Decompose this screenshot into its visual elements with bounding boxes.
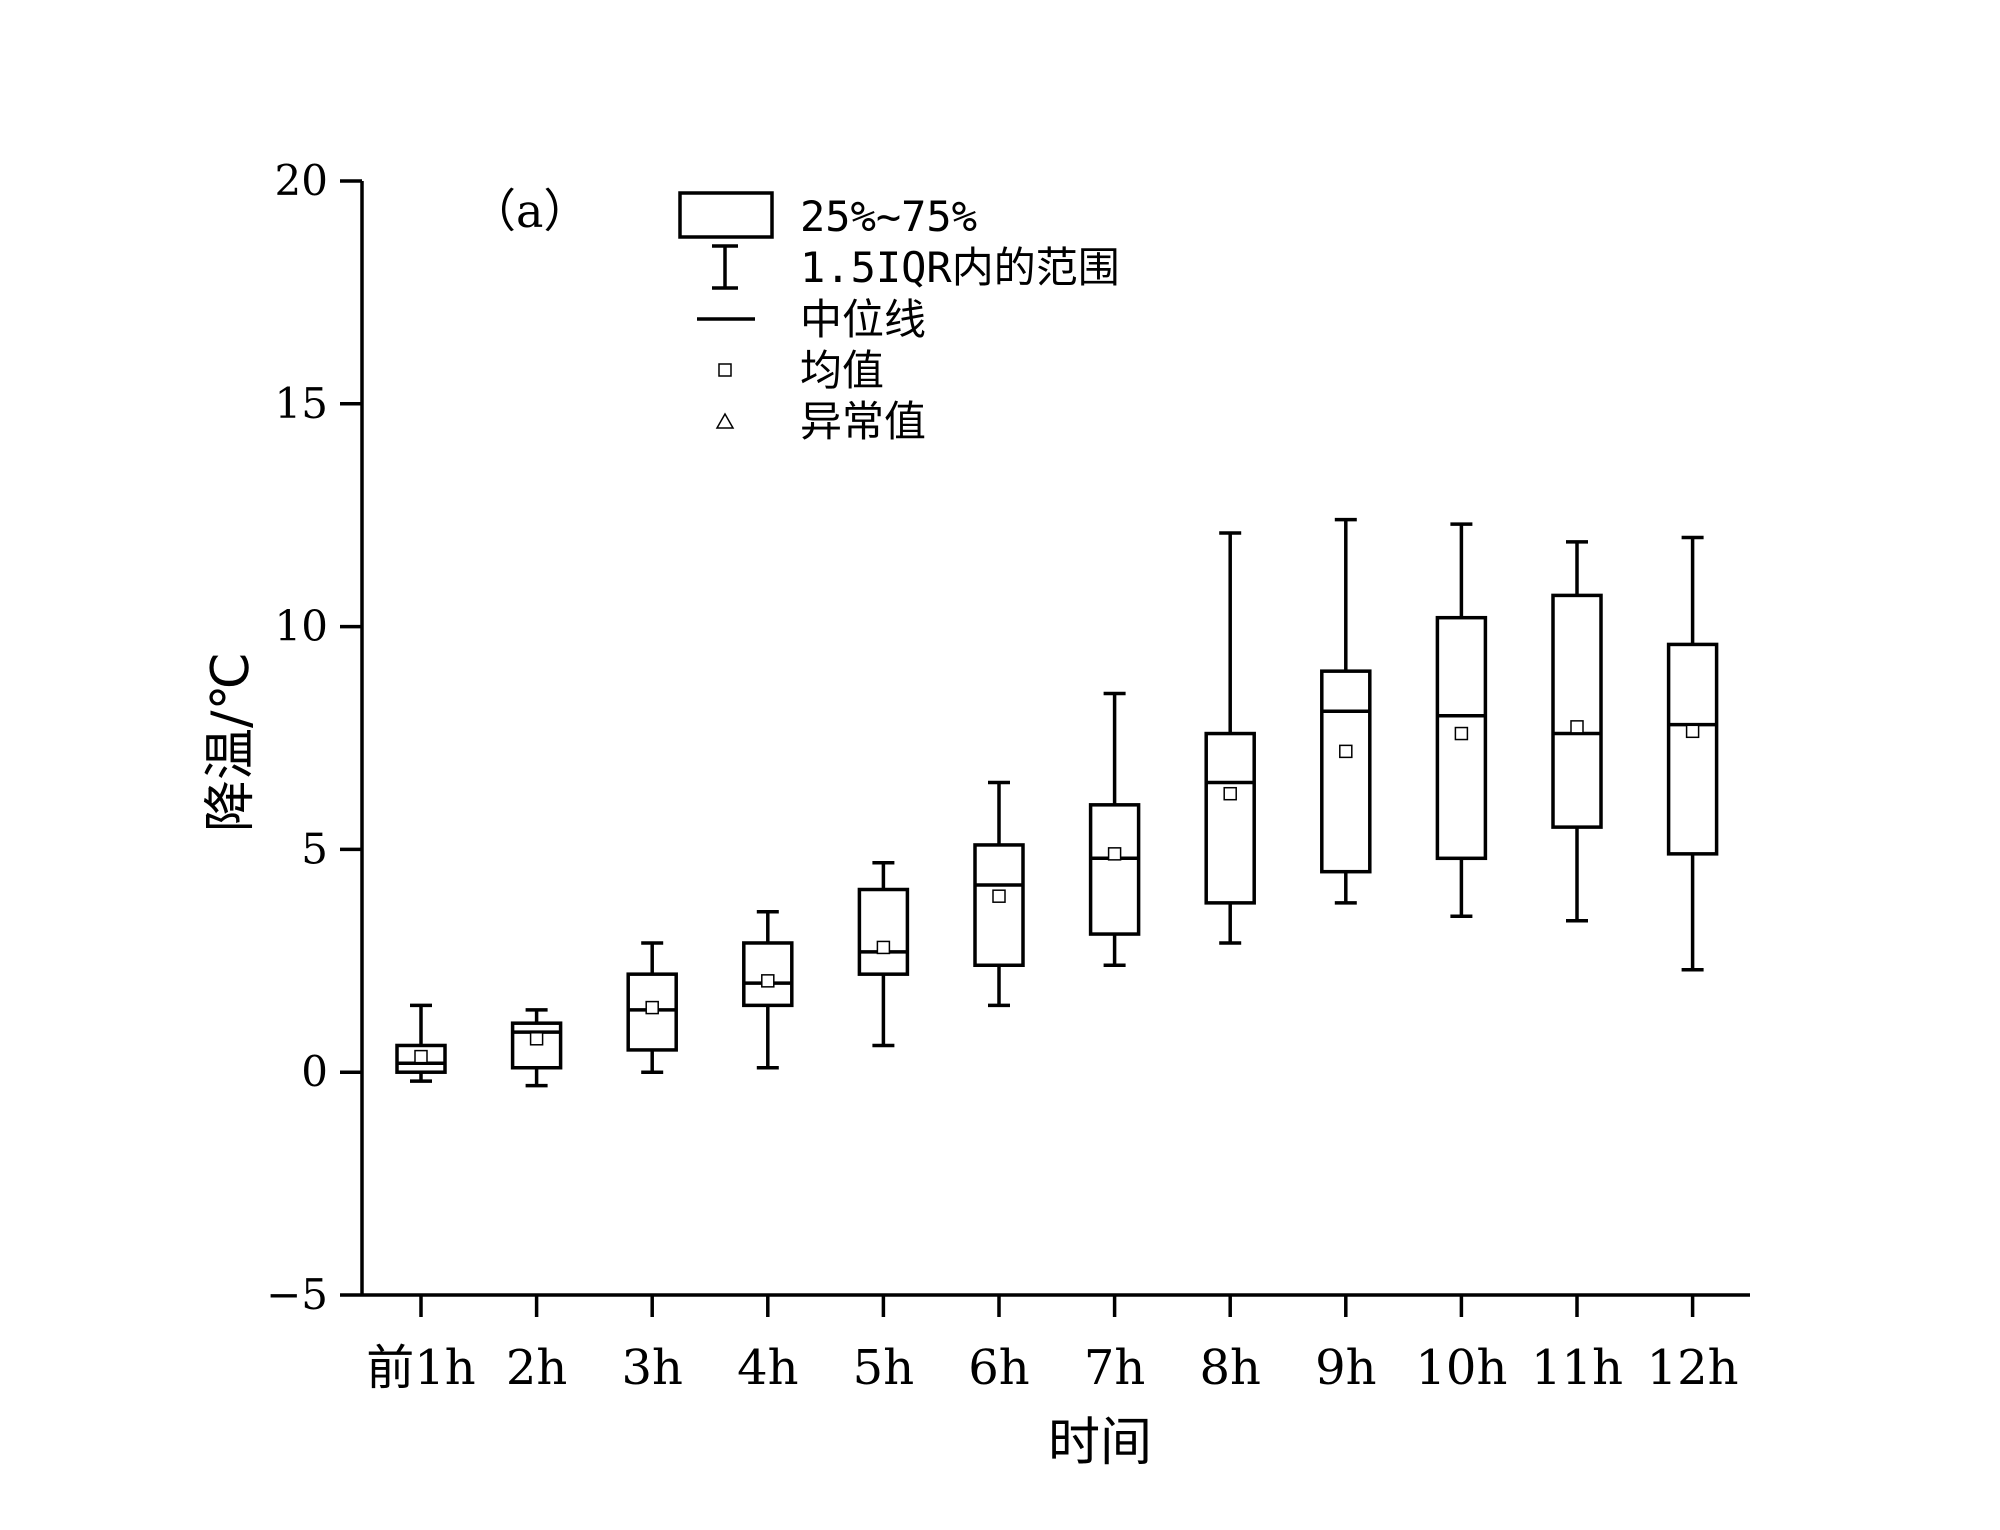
x-tick-label: 前1h xyxy=(366,1340,475,1396)
box-9 xyxy=(1320,517,1372,905)
legend-box-marker xyxy=(678,191,774,239)
box-iqr xyxy=(1088,803,1141,936)
box-11 xyxy=(1551,540,1603,923)
x-tick-label: 6h xyxy=(968,1340,1029,1396)
box-5 xyxy=(857,861,910,1048)
mean-marker xyxy=(1223,786,1237,801)
mean-marker xyxy=(992,889,1006,903)
legend-outlier-marker xyxy=(715,412,735,429)
mean-marker xyxy=(529,1032,544,1046)
legend-label: 异常值 xyxy=(800,397,926,446)
box-12 xyxy=(1666,535,1719,972)
mean-marker xyxy=(1107,847,1122,861)
x-tick-label: 9h xyxy=(1315,1340,1376,1396)
box-3 xyxy=(626,941,678,1074)
box-1 xyxy=(395,1003,447,1083)
box-8 xyxy=(1204,531,1256,945)
legend-label: 1.5IQR内的范围 xyxy=(800,243,1120,292)
x-tick-label: 4h xyxy=(737,1340,798,1396)
mean-marker xyxy=(1685,724,1700,739)
box-iqr xyxy=(973,843,1025,968)
panel-label: （a） xyxy=(470,184,589,238)
mean-marker xyxy=(1454,726,1469,741)
mean-marker xyxy=(645,1000,659,1015)
box-iqr xyxy=(1435,615,1488,861)
box-7 xyxy=(1088,691,1141,968)
mean-marker xyxy=(1570,720,1584,734)
y-tick-label: 5 xyxy=(301,824,328,873)
mean-marker xyxy=(761,974,775,988)
x-tick-label: 5h xyxy=(853,1340,914,1396)
x-tick-label: 7h xyxy=(1084,1340,1145,1396)
box-2 xyxy=(510,1008,563,1088)
y-tick-label: 10 xyxy=(275,602,328,651)
x-tick-label: 8h xyxy=(1199,1340,1260,1396)
y-axis-title: 降温/℃ xyxy=(201,652,261,832)
axes: −5 0 5 10 15 20 前1h 2h 3h 4h 5h 6h 7h 8h 9h 10h 11h 12h xyxy=(266,156,1750,1396)
box-4 xyxy=(742,910,794,1070)
box-iqr xyxy=(626,972,678,1052)
x-axis-title: 时间 xyxy=(1048,1413,1152,1473)
box-iqr xyxy=(1204,731,1256,905)
y-tick-label: 0 xyxy=(301,1047,328,1096)
x-tick-label: 10h xyxy=(1415,1340,1507,1396)
box-iqr xyxy=(1320,669,1372,874)
legend-label: 均值 xyxy=(800,346,884,395)
y-tick-label: 15 xyxy=(275,379,328,428)
mean-marker xyxy=(876,940,891,955)
mean-marker xyxy=(1339,744,1353,759)
y-tick-label: −5 xyxy=(266,1270,328,1319)
box-iqr xyxy=(1551,593,1603,829)
box-10 xyxy=(1435,522,1488,918)
box-iqr xyxy=(1666,642,1719,856)
legend-label: 25%~75% xyxy=(800,192,977,241)
boxes-group xyxy=(395,517,1719,1088)
x-tick-label: 2h xyxy=(506,1340,567,1396)
x-tick-label: 11h xyxy=(1531,1340,1623,1396)
box-6 xyxy=(973,780,1025,1008)
legend-label: 中位线 xyxy=(800,295,926,344)
y-tick-label: 20 xyxy=(275,156,328,205)
legend-mean-marker xyxy=(718,363,732,377)
x-tick-label: 12h xyxy=(1647,1340,1739,1396)
mean-marker xyxy=(414,1049,428,1064)
x-tick-label: 3h xyxy=(621,1340,682,1396)
box-iqr xyxy=(857,887,910,976)
